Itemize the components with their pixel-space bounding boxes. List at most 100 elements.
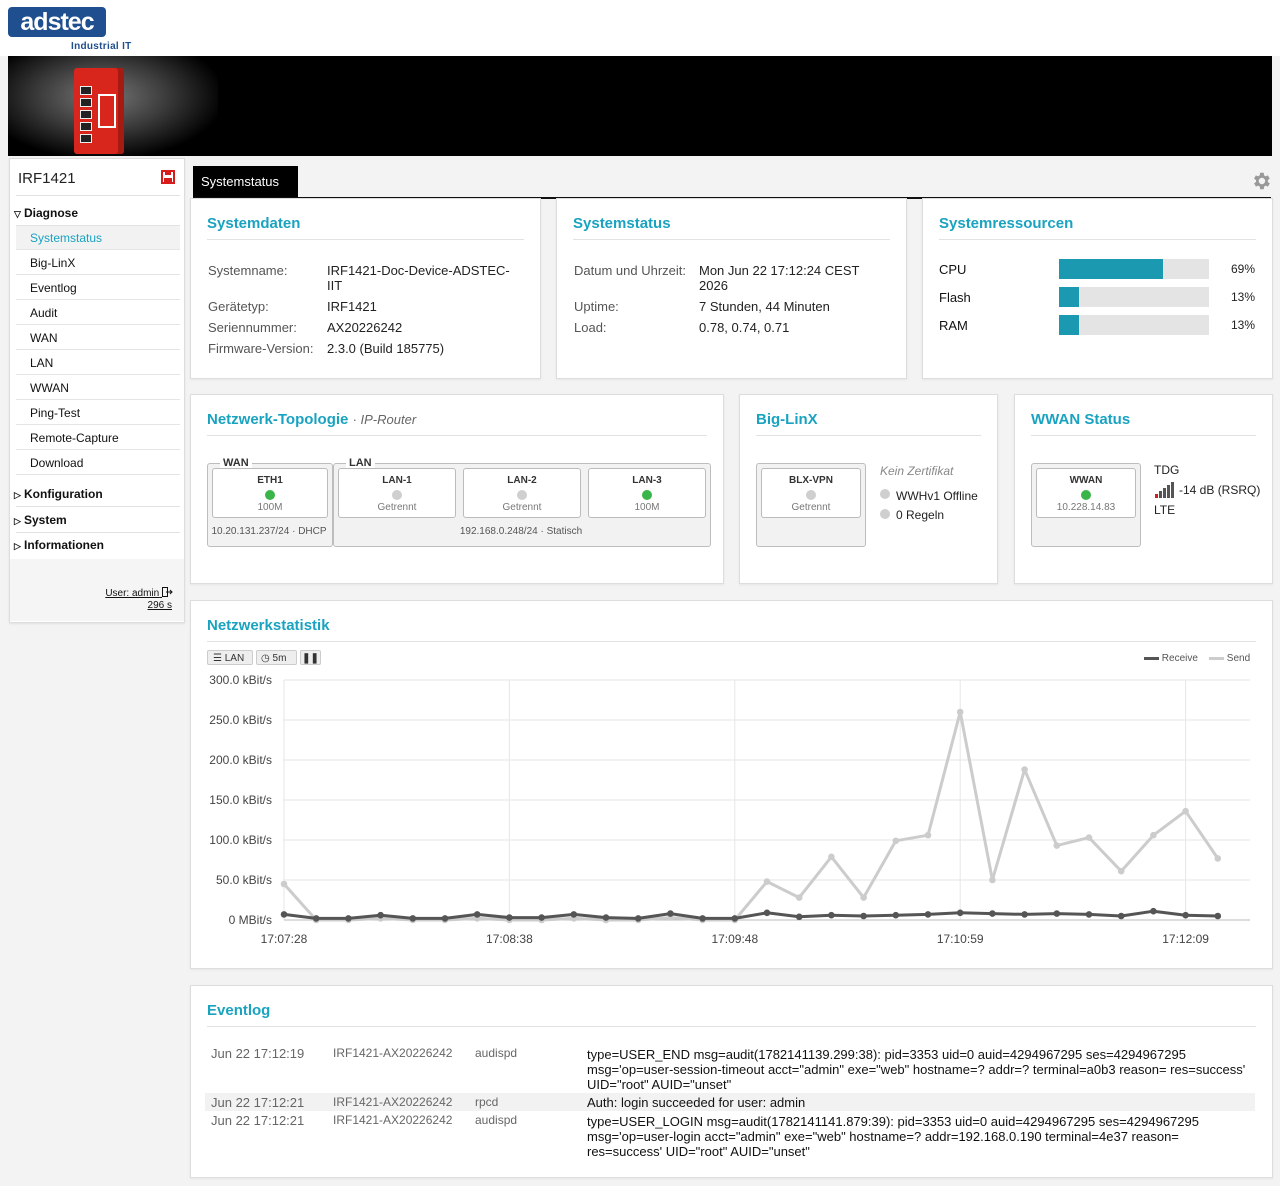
sidebar: IRF1421 ▽ Diagnose Systemstatus Big-LinX … xyxy=(9,158,185,623)
chevron-right-icon: ▷ xyxy=(14,541,21,551)
legend-send: Send xyxy=(1209,653,1250,664)
event-message: type=USER_END msg=audit(1782141139.299:3… xyxy=(587,1047,1246,1092)
wwan-provider: TDG xyxy=(1154,463,1180,477)
sidebar-item-remote-capture[interactable]: Remote-Capture xyxy=(16,426,180,450)
data-point-receive xyxy=(1214,912,1222,920)
pause-button[interactable]: ❚❚ xyxy=(300,650,321,665)
card-big-linx: Big-LinX BLX-VPN Getrennt Kein Zertifika… xyxy=(739,394,998,584)
card-title: Netzwerk-Topologie · IP-Router xyxy=(207,411,417,428)
data-point-receive xyxy=(345,915,352,922)
series-line-receive xyxy=(283,909,1218,920)
nav-group-diagnose[interactable]: ▽ Diagnose xyxy=(14,206,79,220)
list-icon: ☰ xyxy=(213,653,222,664)
certificate-status: Kein Zertifikat xyxy=(880,464,954,478)
label-seriennummer: Seriennummer: xyxy=(208,320,297,335)
interface-select-button[interactable]: ☰ LAN xyxy=(207,650,253,665)
lan-label: LAN xyxy=(346,457,375,469)
device-name: IRF1421 xyxy=(18,170,76,187)
event-row: Jun 22 17:12:21 IRF1421-AX20226242 audis… xyxy=(205,1112,1255,1160)
data-point-receive xyxy=(956,909,964,917)
wwh-status: WWHv1 Offline xyxy=(896,489,978,503)
series-line-send xyxy=(282,710,1220,922)
status-dot xyxy=(1081,490,1091,500)
ram-bar xyxy=(1059,315,1209,335)
session-timer: 296 s xyxy=(147,600,172,611)
card-title: Systemressourcen xyxy=(939,215,1074,232)
y-tick-label: 250.0 kBit/s xyxy=(209,713,272,727)
data-point-send xyxy=(763,878,771,885)
port-wwan[interactable]: WWAN 10.228.14.83 xyxy=(1036,468,1136,518)
sidebar-item-eventlog[interactable]: Eventlog xyxy=(16,276,180,300)
y-tick-label: 100.0 kBit/s xyxy=(209,833,272,847)
y-tick-label: 300.0 kBit/s xyxy=(209,673,272,687)
x-tick-label: 17:12:09 xyxy=(1162,932,1209,946)
sidebar-item-systemstatus[interactable]: Systemstatus xyxy=(16,226,180,250)
data-point-receive xyxy=(828,911,835,919)
data-point-send xyxy=(280,880,288,888)
cpu-bar xyxy=(1059,259,1209,279)
port-lan-3[interactable]: LAN-3 100M xyxy=(588,468,706,518)
nav-group-informationen[interactable]: ▷ Informationen xyxy=(14,538,104,552)
sidebar-item-download[interactable]: Download xyxy=(16,451,180,475)
data-point-receive xyxy=(860,912,867,920)
event-message: Auth: login succeeded for user: admin xyxy=(587,1095,806,1110)
data-point-receive xyxy=(506,914,513,921)
rules-count: 0 Regeln xyxy=(896,508,945,522)
y-tick-label: 50.0 kBit/s xyxy=(216,873,272,887)
card-title: Big-LinX xyxy=(756,411,818,428)
lan-address: 192.168.0.248/24 · Statisch xyxy=(459,526,583,537)
data-point-send xyxy=(1021,766,1028,773)
sidebar-item-audit[interactable]: Audit xyxy=(16,301,180,325)
sidebar-item-wan[interactable]: WAN xyxy=(16,326,180,350)
data-point-send xyxy=(795,894,803,901)
data-point-send xyxy=(989,876,996,884)
value-firmware: 2.3.0 (Build 185775) xyxy=(327,341,445,356)
data-point-receive xyxy=(989,910,996,917)
event-host: IRF1421-AX20226242 xyxy=(333,1046,453,1060)
sidebar-item-wwan[interactable]: WWAN xyxy=(16,376,180,400)
data-point-receive xyxy=(441,915,449,922)
event-row: Jun 22 17:12:21 IRF1421-AX20226242 rpcd … xyxy=(205,1093,1255,1111)
user-area: User: admin 296 s xyxy=(10,559,184,621)
data-point-receive xyxy=(1053,910,1061,917)
interval-select-button[interactable]: ◷ 5m xyxy=(256,650,297,665)
label-load: Load: xyxy=(574,320,607,335)
label-systemname: Systemname: xyxy=(208,263,288,278)
port-lan-2[interactable]: LAN-2 Getrennt xyxy=(463,468,581,518)
data-point-receive xyxy=(795,913,803,921)
label-firmware: Firmware-Version: xyxy=(208,341,314,356)
sidebar-item-big-linx[interactable]: Big-LinX xyxy=(16,251,180,275)
port-blx-vpn[interactable]: BLX-VPN Getrennt xyxy=(761,468,861,518)
ram-bar-fill xyxy=(1059,315,1079,335)
chevron-right-icon: ▷ xyxy=(14,516,21,526)
nav-group-konfiguration[interactable]: ▷ Konfiguration xyxy=(14,487,103,501)
user-logout-link[interactable]: User: admin xyxy=(105,587,173,599)
data-point-send xyxy=(1117,867,1125,875)
event-date: Jun 22 17:12:19 xyxy=(211,1046,305,1061)
data-point-receive xyxy=(924,911,932,918)
data-point-send xyxy=(892,837,900,845)
sidebar-item-ping-test[interactable]: Ping-Test xyxy=(16,401,180,425)
data-point-receive xyxy=(763,909,771,917)
data-point-receive xyxy=(667,910,674,917)
nav-group-system[interactable]: ▷ System xyxy=(14,513,67,527)
y-tick-label: 200.0 kBit/s xyxy=(209,753,272,767)
data-point-receive xyxy=(570,911,578,918)
signal-strength-icon xyxy=(1155,482,1174,498)
value-ram: 13% xyxy=(1230,318,1255,332)
port-lan-1[interactable]: LAN-1 Getrennt xyxy=(338,468,456,518)
wwan-technology: LTE xyxy=(1154,503,1176,517)
legend-swatch xyxy=(1144,656,1159,660)
tab-systemstatus[interactable]: Systemstatus xyxy=(193,166,298,197)
data-point-receive xyxy=(280,911,288,918)
label-datum: Datum und Uhrzeit: xyxy=(574,263,686,278)
save-icon[interactable] xyxy=(161,170,175,184)
status-dot xyxy=(880,489,890,499)
data-point-receive xyxy=(312,915,320,922)
event-host: IRF1421-AX20226242 xyxy=(333,1095,453,1109)
port-eth1[interactable]: ETH1 100M xyxy=(212,468,328,518)
event-row: Jun 22 17:12:19 IRF1421-AX20226242 audis… xyxy=(205,1045,1255,1093)
gear-icon[interactable] xyxy=(1250,170,1272,192)
sidebar-item-lan[interactable]: LAN xyxy=(16,351,180,375)
data-point-receive xyxy=(1150,907,1157,915)
